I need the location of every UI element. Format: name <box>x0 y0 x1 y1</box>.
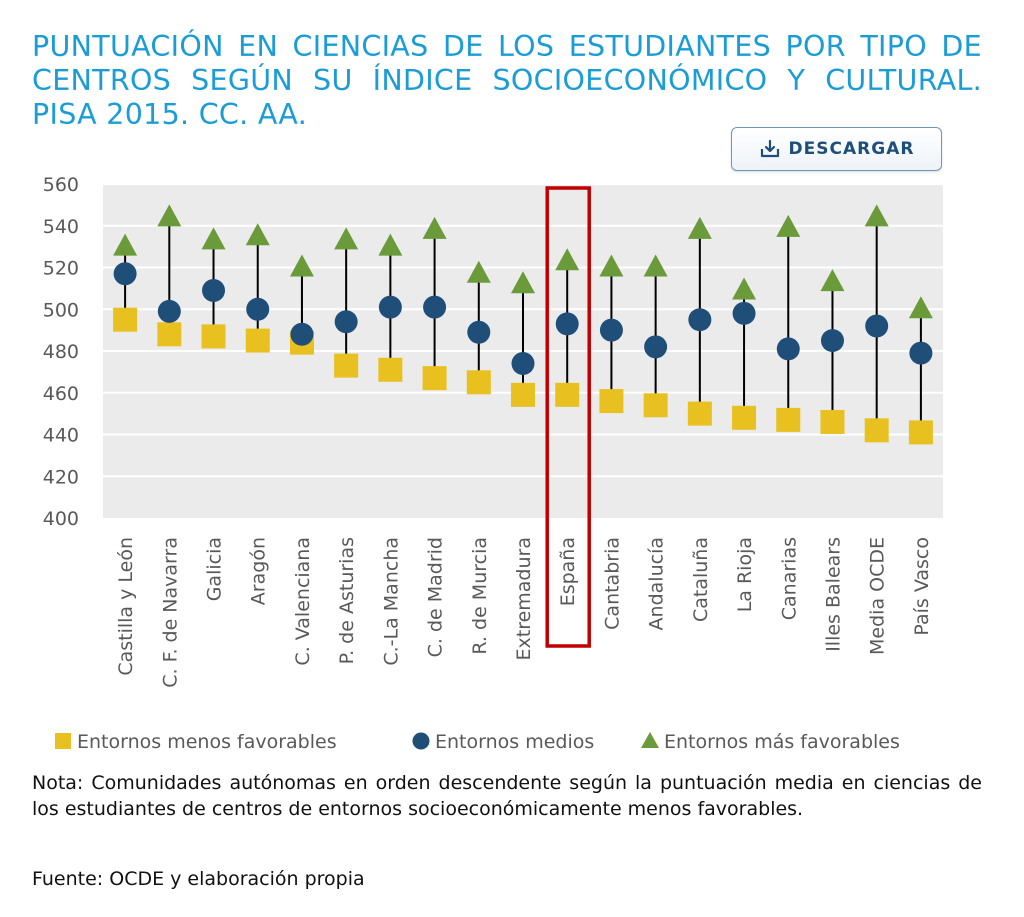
high-marker <box>864 204 889 227</box>
mid-marker <box>157 299 181 323</box>
x-tick-label: C. Valenciana <box>292 537 314 666</box>
mid-marker <box>246 297 270 321</box>
highlight-box <box>545 186 591 648</box>
low-marker <box>466 370 491 395</box>
y-tick-label: 480 <box>43 341 79 363</box>
mid-marker <box>113 262 137 286</box>
mid-marker <box>290 322 314 346</box>
y-tick-label: 400 <box>43 508 79 530</box>
x-tick-label: España <box>557 537 579 606</box>
legend-label: Entornos medios <box>435 731 594 753</box>
low-marker <box>201 324 226 349</box>
x-tick-label: Media OCDE <box>867 537 889 655</box>
x-tick-label: Galicia <box>204 537 226 601</box>
y-tick-label: 420 <box>43 466 79 488</box>
chart-note: Nota: Comunidades autónomas en orden des… <box>32 772 982 820</box>
scatter-chart: 400 420 440 460 480 500 520 540 560 Castilla y Le… <box>43 174 943 753</box>
y-tick-label: 540 <box>43 216 79 238</box>
low-marker <box>687 401 712 426</box>
y-tick-label: 560 <box>43 174 79 196</box>
low-marker <box>776 407 801 432</box>
low-marker <box>643 393 668 418</box>
mid-marker <box>511 352 535 376</box>
high-marker <box>643 254 668 277</box>
low-marker <box>113 307 138 332</box>
mid-marker <box>732 301 756 325</box>
low-marker <box>245 328 270 353</box>
mid-marker <box>688 308 712 332</box>
mid-marker <box>909 341 933 365</box>
high-marker <box>245 223 270 246</box>
low-marker <box>908 420 933 445</box>
high-marker <box>687 216 712 239</box>
low-marker <box>820 409 845 434</box>
low-marker <box>422 366 447 391</box>
low-marker <box>157 322 182 347</box>
mid-marker <box>776 337 800 361</box>
x-tick-label: C.-La Mancha <box>380 537 402 666</box>
low-marker <box>864 418 889 443</box>
x-tick-label: C. de Madrid <box>425 537 447 657</box>
mid-marker <box>334 310 358 334</box>
high-marker <box>201 227 226 250</box>
y-tick-label: 520 <box>43 258 79 280</box>
x-tick-label: Andalucía <box>646 537 668 630</box>
x-tick-label: Extremadura <box>513 537 535 661</box>
mid-marker <box>820 329 844 353</box>
x-tick-label: Illes Balears <box>822 537 844 652</box>
high-marker <box>157 204 182 227</box>
high-marker <box>732 277 757 300</box>
low-marker <box>511 382 535 407</box>
legend-triangle-icon <box>641 732 659 748</box>
y-tick-label: 460 <box>43 383 79 405</box>
chart-source: Fuente: OCDE y elaboración propia <box>32 868 365 890</box>
high-marker <box>599 254 624 277</box>
high-marker <box>289 254 314 277</box>
legend-label: Entornos más favorables <box>664 731 900 753</box>
mid-marker <box>865 314 889 338</box>
x-tick-label: Cantabria <box>601 537 623 630</box>
x-tick-label: P. de Asturias <box>336 537 358 664</box>
low-marker <box>599 389 624 414</box>
x-tick-label: Cataluña <box>690 537 712 622</box>
mid-marker <box>644 335 668 359</box>
x-tick-label: Aragón <box>248 537 270 605</box>
legend-square-icon <box>55 733 71 749</box>
y-tick-label: 440 <box>43 425 79 447</box>
download-icon <box>760 139 779 158</box>
low-marker <box>732 405 757 430</box>
mid-marker <box>467 320 491 344</box>
low-marker <box>334 353 359 378</box>
mid-marker <box>599 318 623 342</box>
x-tick-label: R. de Murcia <box>469 537 491 655</box>
high-marker <box>511 271 535 294</box>
y-tick-label: 500 <box>43 299 79 321</box>
x-tick-label: La Rioja <box>734 537 756 612</box>
legend-label: Entornos menos favorables <box>77 731 337 753</box>
x-tick-label: Canarias <box>778 537 800 620</box>
high-marker <box>820 269 845 292</box>
mid-marker <box>423 295 447 319</box>
download-button[interactable]: DESCARGAR <box>731 127 942 171</box>
download-button-label: DESCARGAR <box>788 139 915 159</box>
x-tick-label: País Vasco <box>911 537 933 636</box>
high-marker <box>113 233 138 256</box>
high-marker <box>555 248 580 271</box>
mid-marker <box>555 312 579 336</box>
mid-marker <box>378 295 402 319</box>
high-marker <box>422 216 447 239</box>
low-marker <box>555 382 580 407</box>
high-marker <box>466 260 491 283</box>
high-marker <box>378 233 403 256</box>
legend-circle-icon <box>412 732 430 750</box>
low-marker <box>378 357 403 382</box>
x-tick-label: Castilla y León <box>115 537 137 676</box>
high-marker <box>908 296 933 319</box>
high-marker <box>334 227 359 250</box>
chart-title: PUNTUACIÓN EN CIENCIAS DE LOS ESTUDIANTE… <box>32 30 982 131</box>
high-marker <box>776 214 801 237</box>
mid-marker <box>202 278 226 302</box>
x-tick-label: C. F. de Navarra <box>159 537 181 688</box>
